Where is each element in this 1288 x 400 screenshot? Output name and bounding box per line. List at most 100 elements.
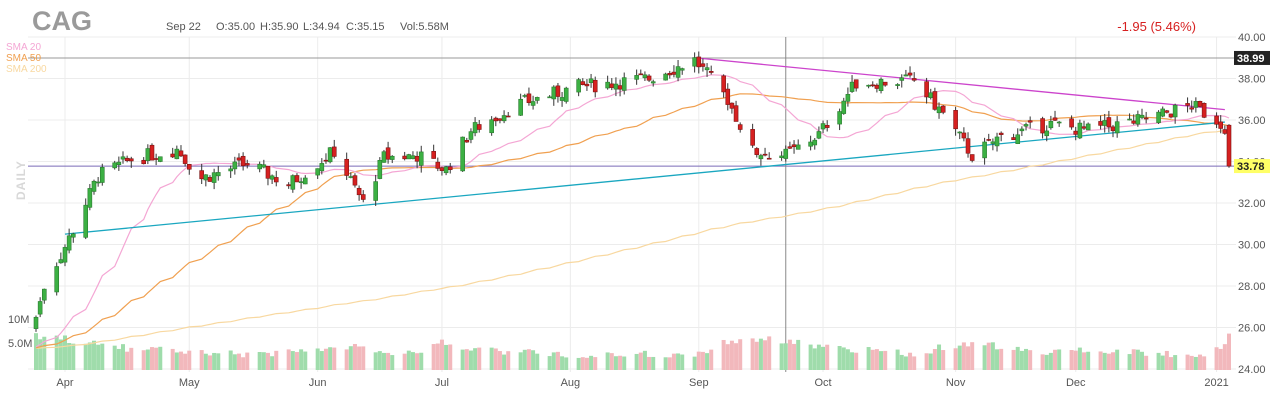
- candlesticks: [33, 51, 1232, 332]
- rising-trendline: [64, 121, 1225, 235]
- candle-body: [675, 66, 681, 78]
- candle-body: [729, 102, 735, 109]
- candle-body: [733, 105, 739, 122]
- volume-bar: [1069, 350, 1074, 370]
- candle-body: [841, 100, 847, 114]
- candle-body: [443, 166, 449, 174]
- candle-body: [895, 84, 900, 86]
- candle-body: [1110, 126, 1116, 132]
- candle-body: [1052, 117, 1058, 121]
- candle-body: [576, 79, 581, 93]
- candle-body: [410, 155, 416, 159]
- candle-body: [273, 177, 279, 183]
- volume-bar: [129, 347, 134, 370]
- candle-body: [112, 162, 118, 169]
- candle-body: [207, 177, 213, 182]
- candle-body: [758, 155, 764, 160]
- candle-body: [1168, 113, 1174, 118]
- volume-bar: [502, 354, 507, 370]
- candle-body: [66, 235, 72, 251]
- candle-body: [754, 148, 760, 155]
- candle-body: [460, 136, 465, 172]
- candle-body: [1127, 118, 1132, 121]
- volume-bar: [531, 350, 536, 370]
- candle-body: [211, 172, 217, 183]
- volume-bar: [638, 352, 643, 370]
- candle-body: [58, 259, 64, 264]
- volume-bar: [299, 349, 304, 370]
- volume-bar: [1227, 333, 1231, 370]
- volume-bar: [593, 357, 598, 370]
- volume-bar: [1028, 350, 1033, 370]
- candle-body: [555, 85, 561, 97]
- volume-bar: [995, 349, 1000, 370]
- volume-bar: [116, 348, 121, 370]
- volume-bar: [705, 353, 710, 370]
- volume-bar: [999, 348, 1004, 370]
- candle-body: [609, 83, 615, 88]
- candle-body: [605, 81, 610, 89]
- candle-body: [1073, 130, 1079, 135]
- volume-bar: [671, 353, 676, 370]
- volume-bar: [841, 347, 846, 370]
- candle-body: [1185, 103, 1190, 106]
- volume-bar: [439, 339, 444, 370]
- volume-bar: [71, 343, 76, 370]
- volume-bar: [357, 346, 362, 370]
- candle-body: [638, 73, 644, 76]
- candle-body: [1197, 100, 1203, 107]
- volume-bar: [1222, 344, 1227, 370]
- volume-bar: [120, 344, 125, 370]
- candle-body: [323, 159, 329, 162]
- volume-bar: [274, 350, 279, 370]
- candle-body: [1011, 137, 1016, 141]
- volume-bar: [667, 357, 672, 370]
- volume-bar: [970, 342, 975, 370]
- candle-body: [37, 301, 43, 315]
- candle-body: [120, 156, 126, 160]
- volume-bar: [1115, 349, 1120, 370]
- candle-body: [489, 119, 494, 134]
- candle-body: [406, 154, 412, 160]
- candle-body: [1069, 118, 1074, 128]
- volume-bar: [489, 347, 494, 370]
- volume-bar: [1164, 350, 1169, 370]
- horizontal-lines: [28, 37, 1236, 372]
- candle-body: [352, 175, 358, 186]
- volume-bar: [850, 352, 855, 370]
- candle-body: [505, 115, 511, 118]
- candle-body: [286, 184, 291, 187]
- candle-body: [497, 118, 503, 121]
- volume-bar: [58, 339, 63, 370]
- candle-body: [721, 75, 726, 93]
- trendlines: [64, 57, 1225, 235]
- volume-bar: [518, 352, 523, 370]
- candle-body: [551, 86, 557, 100]
- candle-body: [787, 146, 793, 149]
- candle-body: [431, 151, 436, 159]
- volume-bar: [1057, 349, 1062, 370]
- volume-bar: [96, 344, 101, 370]
- volume-bar: [725, 344, 730, 370]
- volume-bar: [497, 351, 502, 370]
- candle-body: [468, 131, 474, 140]
- volume-bar: [1189, 355, 1194, 370]
- volume-bar: [526, 349, 531, 370]
- y-tick-label: 40.00: [1238, 32, 1266, 44]
- candle-body: [124, 157, 130, 162]
- reference-price-tag: [1234, 50, 1270, 65]
- candle-body: [360, 194, 366, 200]
- candle-body: [1023, 124, 1029, 127]
- candle-body: [903, 74, 909, 77]
- volume-bar: [415, 353, 420, 370]
- candle-body: [534, 97, 540, 101]
- volume-bar: [564, 357, 569, 370]
- volume-bar: [1053, 349, 1058, 370]
- volume-bar: [647, 356, 652, 370]
- candle-body: [518, 98, 523, 116]
- candle-body: [650, 81, 656, 84]
- candle-body: [294, 175, 300, 183]
- candle-body: [91, 180, 97, 192]
- volume-bar: [1019, 350, 1024, 370]
- candle-body: [298, 181, 304, 183]
